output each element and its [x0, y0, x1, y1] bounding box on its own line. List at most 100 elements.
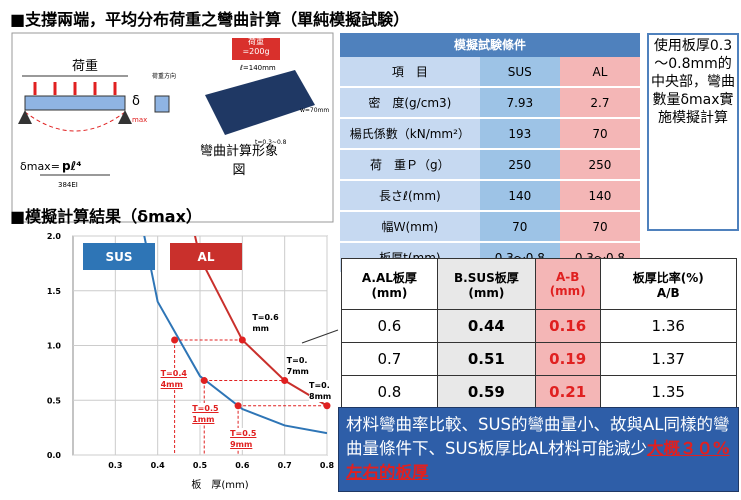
row: 長さℓ(mm) 140 140: [340, 180, 640, 212]
header-cell: A-B (mm): [534, 258, 601, 310]
cell: 長さℓ(mm): [340, 180, 480, 212]
x-tick-label: 0.4: [151, 461, 166, 470]
row: 楊氏係數（kN/mm²） 193 70: [340, 118, 640, 150]
marker: [200, 377, 208, 385]
support: [118, 110, 132, 124]
cell: 楊氏係數（kN/mm²）: [340, 118, 480, 150]
marker: [234, 402, 242, 410]
marker-label: T=0. 7mm: [286, 354, 309, 377]
row: 0.8 0.59 0.21 1.35: [341, 375, 737, 409]
conditions-title: 模擬試験條件: [340, 33, 640, 57]
marker-label: T=0. 8mm: [309, 379, 332, 402]
cell: SUS: [479, 57, 560, 88]
row: 項 目 SUS AL: [340, 57, 640, 88]
load-label: 荷重: [72, 58, 98, 74]
cell: 140: [559, 180, 640, 212]
cell: 140: [479, 180, 560, 212]
cell: 0.8: [341, 375, 438, 409]
y-tick-label: 1.0: [47, 342, 62, 351]
x-tick-label: 0.5: [193, 461, 208, 470]
pointer: [301, 329, 339, 344]
results-table: A.AL板厚 (mm) B.SUS板厚 (mm) A-B (mm) 板厚比率(%) A…: [341, 258, 737, 409]
cell: 70: [559, 118, 640, 150]
header-cell: A.AL板厚 (mm): [341, 258, 438, 310]
header-cell: B.SUS板厚 (mm): [436, 258, 536, 310]
cell: 250: [559, 149, 640, 181]
results-title: ■模擬計算結果（δmax）: [10, 207, 202, 226]
row: 0.7 0.51 0.19 1.37: [341, 342, 737, 376]
conditions-table: 項 目 SUS AL 密 度(g/cm3) 7.93 2.7 楊氏係數（kN/mm²） 193…: [340, 57, 640, 274]
cell: 0.44: [436, 309, 536, 343]
width-label: w=70mm: [300, 107, 329, 114]
conclusion-highlight: 大概３０%左右的板厚: [346, 439, 730, 482]
y-tick-label: 0.0: [47, 451, 62, 460]
diagram-frame: [11, 32, 334, 223]
marker-label: T=0.6 mm: [252, 312, 279, 335]
y-tick-label: 0.5: [47, 396, 62, 405]
x-axis-label: 板 厚(mm): [191, 478, 248, 491]
length-label: ℓ=140mm: [239, 64, 276, 72]
cell: 193: [479, 118, 560, 150]
x-tick-label: 0.7: [278, 461, 292, 470]
legend-box: [170, 243, 242, 270]
plate: [205, 70, 315, 135]
cell: 1.36: [599, 309, 737, 343]
cell: 70: [559, 211, 640, 243]
legend-label: AL: [198, 250, 215, 264]
cell: 0.16: [534, 309, 601, 343]
cell: 0.21: [534, 375, 601, 409]
y-tick-label: 2.0: [47, 232, 62, 241]
title: ■支撐兩端，平均分布荷重之彎曲計算（單純模擬試験）: [10, 10, 410, 29]
formula-den: 384EI: [58, 181, 78, 189]
load-box: [232, 38, 280, 60]
legend-label: SUS: [105, 250, 132, 264]
delta-label: δ: [132, 94, 140, 109]
header-cell: 板厚比率(%) A/B: [599, 258, 737, 310]
conclusion-text: 材料彎曲率比較、SUS的彎曲量小、故與AL同樣的彎曲量條件下、SUS板厚比AL材…: [346, 415, 730, 458]
load-arrows: [33, 82, 117, 95]
marker: [323, 402, 331, 410]
conditions: 模擬試験條件 項 目 SUS AL 密 度(g/cm3) 7.93 2.7 楊氏係數（kN/…: [340, 33, 640, 274]
header-row: A.AL板厚 (mm) B.SUS板厚 (mm) A-B (mm) 板厚比率(%) A…: [341, 258, 737, 310]
max-label: max: [132, 116, 147, 124]
cell: 0.6: [341, 309, 438, 343]
marker-label: T=0.4 4mm: [160, 368, 187, 391]
cell: 0.19: [534, 342, 601, 376]
marker-label: T=0.5 1mm: [192, 402, 219, 425]
y-tick-label: 1.5: [47, 287, 62, 296]
row: 0.6 0.44 0.16 1.36: [341, 309, 737, 343]
cell: 70: [479, 211, 560, 243]
legend-box: [83, 243, 155, 270]
cell: 1.37: [599, 342, 737, 376]
support: [18, 110, 32, 124]
marker-label: T=0.5 9mm: [230, 427, 257, 450]
load-box-text: 荷重 =200g: [242, 37, 270, 56]
formula-left: δmax=: [20, 160, 60, 173]
cell: 0.7: [341, 342, 438, 376]
cell: 1.35: [599, 375, 737, 409]
marker: [171, 336, 179, 344]
row: 幅Ｗ(mm) 70 70: [340, 211, 640, 243]
caption: 彎曲計算形象 図: [200, 144, 279, 178]
cell: 密 度(g/cm3): [340, 87, 480, 119]
cell: 荷 重Ｐ（g）: [340, 149, 480, 181]
formula-num: pℓ⁴: [62, 159, 82, 173]
cell: AL: [559, 57, 640, 88]
x-tick-label: 0.6: [235, 461, 250, 470]
cell: 0.59: [436, 375, 536, 409]
row: 密 度(g/cm3) 7.93 2.7: [340, 87, 640, 119]
row: 荷 重Ｐ（g） 250 250: [340, 149, 640, 181]
cell: 7.93: [479, 87, 560, 119]
beam: [24, 95, 126, 111]
cell: 幅Ｗ(mm): [340, 211, 480, 243]
conclusion: 材料彎曲率比較、SUS的彎曲量小、故與AL同樣的彎曲量條件下、SUS板厚比AL材…: [338, 407, 739, 492]
cell: 0.51: [436, 342, 536, 376]
section: [154, 95, 170, 113]
cell: 項 目: [340, 57, 480, 88]
cell: 2.7: [559, 87, 640, 119]
x-tick-label: 0.3: [108, 461, 122, 470]
thickness-label: t=0.3~0.8: [255, 139, 287, 146]
cell: 250: [479, 149, 560, 181]
